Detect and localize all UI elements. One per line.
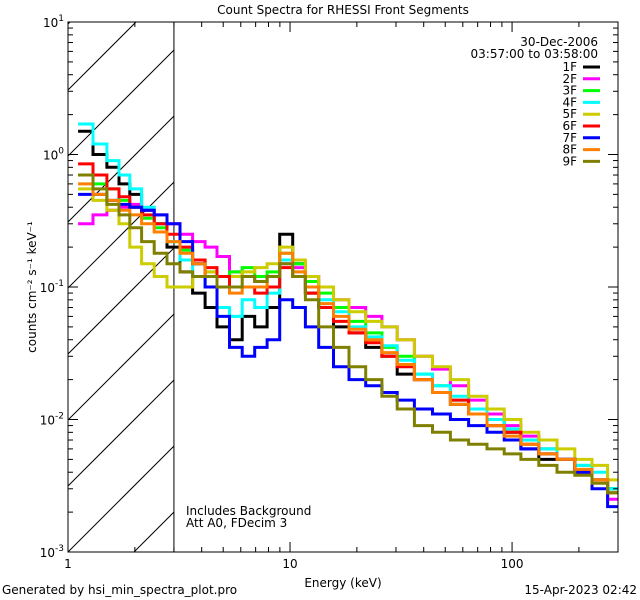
footer-generated-by: Generated by hsi_min_spectra_plot.pro: [2, 583, 237, 597]
excluded-energy-hatch: [67, 21, 175, 553]
footer-timestamp: 15-Apr-2023 02:42: [524, 583, 637, 597]
legend-label-7F: 7F: [562, 131, 577, 145]
annotation-attenuator: Att A0, FDecim 3: [186, 516, 287, 530]
y-tick-label: 100: [43, 147, 64, 163]
x-tick-label: 100: [501, 557, 524, 571]
legend-label-5F: 5F: [562, 107, 577, 121]
hatch-line: [67, 379, 175, 487]
x-tick-label: 10: [282, 557, 297, 571]
legend-label-4F: 4F: [562, 95, 577, 109]
y-tick-label: 10-2: [40, 412, 64, 428]
series-group: [78, 122, 618, 509]
hatch-line: [133, 511, 175, 553]
hatch-line: [67, 21, 137, 91]
hatch-line: [67, 181, 175, 289]
legend-label-2F: 2F: [562, 72, 577, 86]
time-range-label: 03:57:00 to 03:58:00: [471, 47, 598, 61]
x-axis-label: Energy (keV): [304, 576, 381, 590]
axes: 1 10 100 10-3 10-2 10-1 100 101: [40, 14, 619, 571]
annotation-background: Includes Background: [186, 504, 311, 518]
hatch-line: [67, 445, 175, 553]
hatch-line: [67, 49, 175, 157]
x-tick-label: 1: [64, 557, 72, 571]
y-tick-label: 10-1: [40, 279, 64, 295]
series-9F: [78, 173, 618, 495]
legend-label-6F: 6F: [562, 119, 577, 133]
date-label: 30-Dec-2006: [520, 35, 598, 49]
y-tick-label: 10-3: [40, 544, 64, 560]
legend-label-3F: 3F: [562, 84, 577, 98]
legend-label-8F: 8F: [562, 143, 577, 157]
hatch-line: [67, 115, 175, 223]
legend-label-1F: 1F: [562, 60, 577, 74]
legend-label-9F: 9F: [562, 154, 577, 168]
hatch-line: [67, 313, 175, 421]
chart-title: Count Spectra for RHESSI Front Segments: [217, 3, 469, 17]
plot-frame: [67, 21, 619, 553]
hatch-line: [67, 247, 175, 355]
y-axis-label: counts cm⁻² s⁻¹ keV⁻¹: [25, 221, 39, 353]
series-5F: [78, 187, 618, 482]
y-tick-label: 101: [43, 14, 64, 30]
series-8F: [78, 182, 618, 495]
